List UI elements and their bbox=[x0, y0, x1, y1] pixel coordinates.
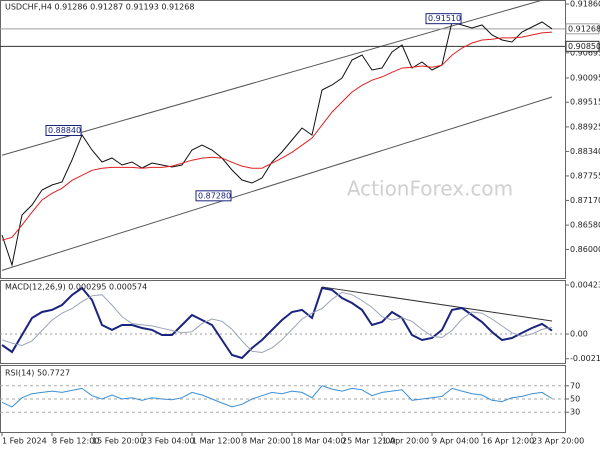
annotation-label: 0.88840 bbox=[48, 126, 81, 135]
y-tick-label: 0.88340 bbox=[570, 147, 600, 156]
panel-title: USDCHF,H4 0.91286 0.91287 0.91193 0.9126… bbox=[5, 3, 194, 12]
price-level-box bbox=[565, 40, 600, 52]
price-level-box bbox=[565, 23, 600, 35]
y-tick-label: 0.90095 bbox=[570, 73, 600, 82]
x-tick-label: 23 Apr 20:00 bbox=[532, 437, 584, 446]
x-tick-label: 25 Mar 12:00 bbox=[342, 437, 395, 446]
x-tick-label: 1 Feb 2024 bbox=[2, 437, 47, 446]
annotation-box bbox=[45, 124, 82, 136]
y-tick-label: 0.90695 bbox=[570, 48, 600, 57]
trend-line bbox=[1, 96, 553, 271]
x-tick-label: 1 Mar 12:00 bbox=[192, 437, 240, 446]
y-tick-label: 50 bbox=[570, 395, 580, 404]
y-tick-label: 0.86000 bbox=[570, 245, 600, 254]
y-tick-label: 0.87755 bbox=[570, 171, 600, 180]
x-tick-label: 1 Apr 20:00 bbox=[382, 437, 429, 446]
plot-area bbox=[0, 385, 565, 413]
series-line bbox=[1, 291, 553, 354]
y-tick-label: 30 bbox=[570, 408, 580, 417]
y-tick-label: 0.00 bbox=[570, 329, 588, 338]
y-tick-label: 0.004237 bbox=[570, 281, 600, 290]
price-level-label: 0.91268 bbox=[568, 24, 600, 33]
price-panel-frame bbox=[0, 0, 566, 279]
y-tick-label: -0.002142 bbox=[570, 354, 600, 363]
annotation-label: 0.87280 bbox=[198, 191, 231, 200]
x-tick-label: 23 Feb 04:00 bbox=[142, 437, 194, 446]
series-line bbox=[1, 21, 553, 267]
annotation-box bbox=[195, 190, 232, 202]
annotation-label: 0.91510 bbox=[428, 14, 461, 23]
macd-panel-frame bbox=[0, 280, 566, 364]
y-tick-label: 70 bbox=[570, 381, 580, 390]
trend-line bbox=[321, 286, 553, 322]
panel-title: RSI(14) 50.7727 bbox=[5, 369, 70, 378]
series-line bbox=[1, 31, 553, 241]
x-tick-label: 18 Mar 04:00 bbox=[292, 437, 345, 446]
annotation-box bbox=[425, 13, 462, 25]
x-tick-label: 8 Mar 20:00 bbox=[242, 437, 290, 446]
x-tick-label: 9 Apr 04:00 bbox=[432, 437, 479, 446]
y-tick-label: 0.86580 bbox=[570, 221, 600, 230]
x-tick-label: 15 Feb 20:00 bbox=[92, 437, 144, 446]
plot-area: ActionForex.com 0.88840 0.87280 0.91510 bbox=[0, 0, 565, 271]
x-tick-label: 8 Feb 12:00 bbox=[52, 437, 99, 446]
trend-line bbox=[1, 0, 545, 156]
y-tick-label: 0.88925 bbox=[570, 122, 600, 131]
y-tick-label: 0.91860 bbox=[570, 0, 600, 9]
panel-title: MACD(12,26,9) 0.000295 0.000574 bbox=[5, 283, 147, 292]
x-tick-label: 16 Apr 12:00 bbox=[482, 437, 534, 446]
y-tick-label: 0.89515 bbox=[570, 98, 600, 107]
price-level-label: 0.90850 bbox=[568, 42, 600, 51]
series-line bbox=[1, 286, 553, 360]
series-line bbox=[1, 385, 553, 408]
plot-area bbox=[0, 286, 565, 360]
y-tick-label: 0.87170 bbox=[570, 196, 600, 205]
watermark: ActionForex.com bbox=[347, 177, 513, 201]
